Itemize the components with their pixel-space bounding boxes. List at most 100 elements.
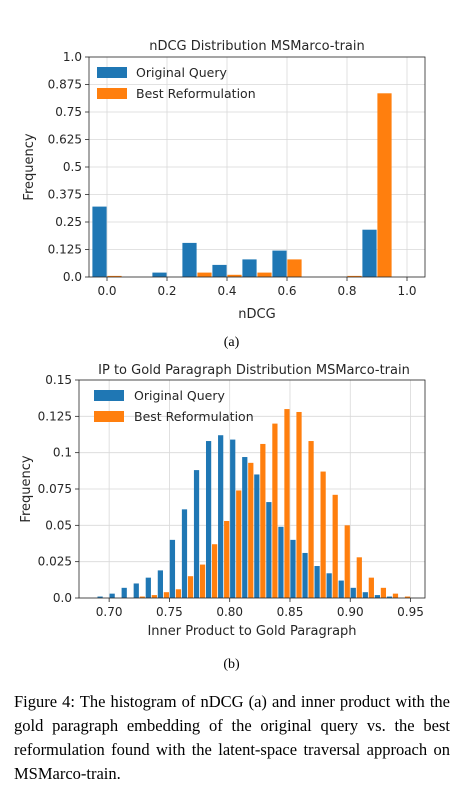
chart-b-legend-swatch-original (94, 390, 124, 401)
chart-b-bar-original (145, 577, 151, 598)
chart-b-ylabel: Frequency (19, 455, 34, 522)
chart-b-ytick-label: 0.0 (53, 591, 72, 605)
chart-a-bar-original (182, 242, 197, 277)
chart-b-bar-best (392, 593, 399, 598)
chart-a-xtick-label: 0.2 (157, 284, 176, 298)
chart-b-xlabel: Inner Product to Gold Paragraph (147, 624, 356, 639)
chart-a-title: nDCG Distribution MSMarco-train (149, 39, 365, 54)
chart-b-legend-swatch-best (94, 411, 124, 422)
chart-b-ytick-label: 0.125 (38, 409, 72, 423)
chart-a-bar-original (272, 250, 287, 277)
chart-a-xtick-label: 0.8 (337, 284, 356, 298)
chart-b-bar-original (254, 474, 260, 598)
chart-b-bar-best (380, 587, 387, 598)
chart-b-bar-best (260, 443, 266, 598)
chart-b-bar-best (248, 462, 254, 598)
chart-a-ytick-label: 0.25 (55, 215, 82, 229)
chart-b-ytick-label: 0.15 (45, 373, 72, 387)
chart-a-bar-best (197, 272, 212, 277)
chart-a-bar-original (362, 229, 377, 277)
chart-a-bars-layer (92, 93, 392, 277)
chart-b-bar-best (332, 494, 338, 598)
ndcg-histogram: 0.0 0.2 0.4 0.6 0.8 1.0 0.00.1250.250.3750.50… (22, 39, 426, 322)
chart-b-bar-original (266, 502, 272, 598)
chart-a-xtick-layer: 0.0 0.2 0.4 0.6 0.8 1.0 (97, 277, 417, 298)
chart-b-bar-best (139, 596, 145, 598)
chart-a-grid-layer (89, 56, 425, 278)
chart-a-ylabel: Frequency (22, 133, 37, 200)
chart-a-xtick-label: 0.0 (97, 284, 116, 298)
chart-b-ytick-label: 0.1 (53, 446, 72, 460)
chart-b-bar-best (212, 544, 218, 598)
chart-b-bar-best (224, 520, 230, 598)
chart-b-bar-original (290, 539, 296, 598)
chart-a-legend: Original Query Best Reformulation (97, 65, 256, 101)
chart-b-bar-best (175, 589, 182, 598)
chart-b-bar-best (284, 409, 290, 598)
chart-b-bar-best (272, 423, 278, 598)
chart-b-bar-original (338, 580, 344, 598)
figure-caption: Figure 4: The histogram of nDCG (a) and … (14, 692, 450, 783)
chart-b-bar-original (374, 595, 380, 598)
chart-b-xtick-label: 0.80 (216, 605, 243, 619)
chart-b-bar-original (169, 539, 176, 598)
chart-b-bar-best (308, 441, 314, 598)
chart-b-bar-original (302, 552, 308, 598)
chart-a-bar-original (212, 264, 227, 277)
chart-b-xtick-label: 0.95 (397, 605, 424, 619)
chart-a-ytick-label: 0.625 (48, 133, 82, 147)
chart-b-bar-original (121, 587, 127, 598)
chart-b-legend-label-original: Original Query (134, 388, 225, 403)
chart-b-bar-original (109, 593, 115, 598)
chart-a-bar-original (152, 272, 167, 277)
chart-a-legend-label-original: Original Query (136, 65, 227, 80)
chart-b-bar-best (356, 557, 362, 598)
chart-a-ytick-label: 0.75 (55, 105, 82, 119)
chart-b-bar-original (193, 470, 200, 598)
chart-b-bar-original (181, 509, 188, 598)
chart-b-ytick-label: 0.05 (45, 518, 72, 532)
chart-a-bar-best (287, 259, 302, 277)
chart-a-legend-label-best: Best Reformulation (136, 86, 256, 101)
chart-b-bar-best (151, 595, 157, 598)
chart-a-xtick-label: 1.0 (397, 284, 416, 298)
chart-b-bar-best (296, 411, 302, 598)
chart-a-xlabel: nDCG (238, 307, 275, 322)
chart-a-bar-best (107, 275, 122, 277)
chart-b-ytick-label: 0.025 (38, 555, 72, 569)
chart-a-xtick-label: 0.4 (217, 284, 236, 298)
subfigure-label-a: (a) (223, 335, 240, 350)
chart-b-bar-best (344, 525, 350, 598)
chart-b-bar-original (362, 592, 368, 598)
chart-b-title: IP to Gold Paragraph Distribution MSMarc… (98, 363, 410, 378)
chart-a-bar-best (227, 274, 242, 277)
chart-b-bar-best (320, 471, 326, 598)
chart-a-legend-swatch-best (97, 88, 127, 99)
chart-a-ytick-label: 0.125 (48, 243, 82, 257)
chart-b-xtick-layer: 0.70 0.75 0.80 0.85 0.90 0.95 (96, 598, 424, 619)
chart-b-bar-original (326, 573, 332, 598)
chart-b-bar-original (218, 435, 224, 598)
chart-b-bar-original (278, 526, 284, 598)
chart-b-bar-original (133, 583, 139, 598)
chart-a-ytick-layer: 0.0 0.125 0.25 0.375 0.5 0.625 0.75 0.875 1.0 (48, 50, 89, 284)
chart-b-bar-original (242, 457, 248, 598)
chart-b-bar-best (368, 577, 374, 598)
chart-b-bar-best (236, 490, 242, 598)
chart-b-xtick-label: 0.70 (96, 605, 123, 619)
chart-a-bar-original (92, 206, 107, 277)
chart-a-ytick-label: 0.375 (48, 188, 82, 202)
chart-a-bar-best (257, 272, 272, 277)
chart-b-xtick-label: 0.90 (337, 605, 364, 619)
subfigure-label-b: (b) (223, 657, 240, 672)
chart-b-legend: Original Query Best Reformulation (94, 388, 254, 424)
chart-b-bar-original (205, 441, 212, 598)
chart-b-ytick-layer: 0.0 0.025 0.05 0.075 0.1 0.125 0.15 (38, 373, 79, 605)
chart-a-bar-original (242, 259, 257, 277)
chart-b-bar-original (157, 570, 163, 598)
chart-b-bar-original (314, 566, 320, 598)
inner-product-histogram: 0.70 0.75 0.80 0.85 0.90 0.95 0.00.0250.050.0… (19, 363, 426, 639)
chart-a-ytick-label: 1.0 (63, 50, 82, 64)
chart-b-bar-original (350, 587, 356, 598)
chart-b-legend-label-best: Best Reformulation (134, 409, 254, 424)
